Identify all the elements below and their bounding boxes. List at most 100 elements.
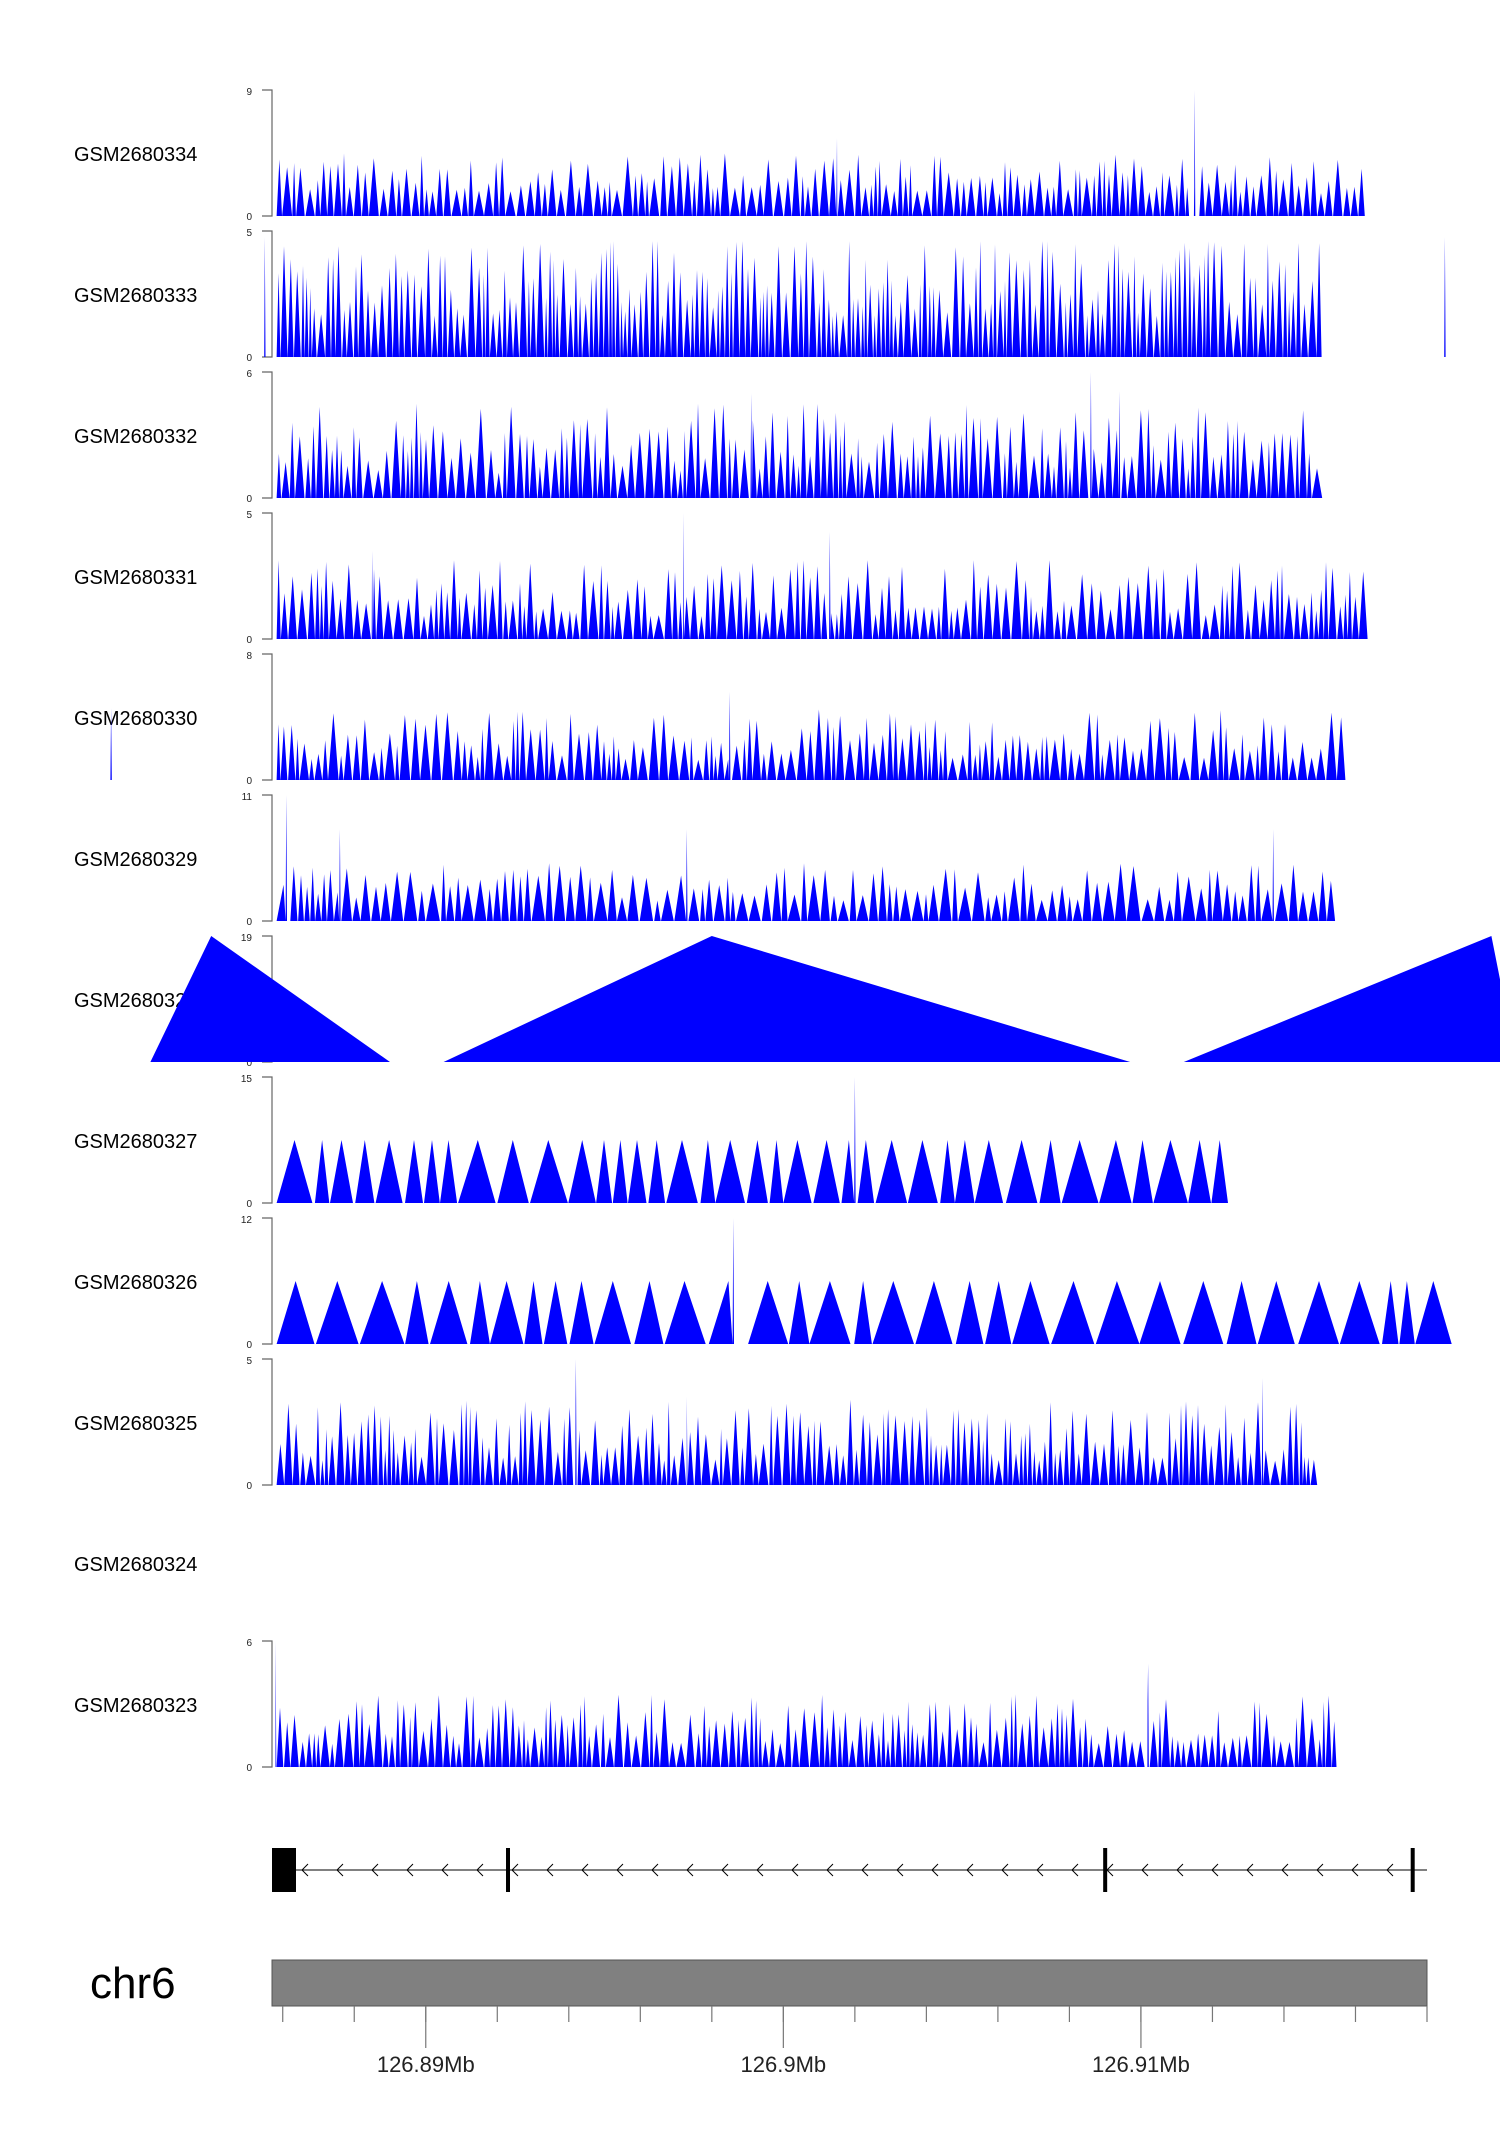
strand-arrow [931, 1863, 939, 1877]
track-ymin-label: 0 [246, 776, 252, 787]
track-axis [262, 653, 273, 781]
strand-arrow [1001, 1863, 1009, 1877]
track-GSM2680329: GSM2680329 11 0 [74, 792, 1336, 928]
track-ymax-label: 5 [246, 510, 252, 521]
coverage-area [275, 1359, 1318, 1485]
coverage-area [275, 90, 1366, 216]
gene-model-track [272, 1848, 1427, 1892]
coverage-area [275, 513, 1369, 639]
gene-exon [272, 1848, 296, 1892]
track-ymin-label: 0 [246, 1763, 252, 1774]
track-GSM2680328: GSM2680328 19 0 [74, 933, 1500, 1069]
track-ymax-label: 5 [246, 228, 252, 239]
coverage-area [264, 237, 1446, 357]
track-ymax-label: 5 [246, 1356, 252, 1367]
gene-exon [1103, 1848, 1108, 1892]
track-axis [262, 1217, 273, 1345]
strand-arrow [1316, 1863, 1324, 1877]
axis-tick-label: 126.89Mb [377, 2052, 475, 2077]
strand-arrow [1386, 1863, 1394, 1877]
track-ymin-label: 0 [246, 353, 252, 364]
gene-exon [506, 1848, 511, 1892]
axis-tick-label: 126.91Mb [1092, 2052, 1190, 2077]
track-axis [262, 512, 273, 640]
track-axis [262, 371, 273, 499]
track-label: GSM2680330 [74, 708, 197, 730]
track-label: GSM2680324 [74, 1554, 197, 1576]
strand-arrow [1211, 1863, 1219, 1877]
track-label: GSM2680333 [74, 285, 197, 307]
track-axis [262, 1076, 273, 1204]
track-ymax-label: 9 [246, 87, 252, 98]
track-label: GSM2680332 [74, 426, 197, 448]
strand-arrow [476, 1863, 484, 1877]
chromosome-axis-track: chr6 126.89Mb 126.9Mb 126.91Mb [90, 1959, 1428, 2077]
strand-arrow [616, 1863, 624, 1877]
track-ymax-label: 11 [242, 792, 253, 803]
strand-arrow [406, 1863, 414, 1877]
strand-arrow [1141, 1863, 1149, 1877]
gene-exon [1410, 1848, 1415, 1892]
track-ymin-label: 0 [246, 1481, 252, 1492]
coverage-area [275, 1077, 1500, 1203]
strand-arrow [1281, 1863, 1289, 1877]
track-label: GSM2680331 [74, 567, 197, 589]
strand-arrow [371, 1863, 379, 1877]
track-ymin-label: 0 [246, 917, 252, 928]
track-GSM2680333: GSM2680333 5 0 [74, 228, 1446, 364]
strand-arrow [546, 1863, 554, 1877]
strand-arrow [1351, 1863, 1359, 1877]
track-ymin-label: 0 [246, 212, 252, 223]
track-ymin-label: 0 [246, 1058, 252, 1069]
coverage-area [274, 1641, 1337, 1767]
strand-arrow [826, 1863, 834, 1877]
track-label: GSM2680334 [74, 144, 197, 166]
track-ymin-label: 0 [246, 1199, 252, 1210]
coverage-area [275, 795, 1336, 921]
track-GSM2680326: GSM2680326 12 0 [74, 1215, 1452, 1351]
track-ymin-label: 0 [246, 1340, 252, 1351]
track-GSM2680325: GSM2680325 5 0 [74, 1356, 1318, 1492]
strand-arrow [721, 1863, 729, 1877]
track-axis [262, 794, 273, 922]
strand-arrow [756, 1863, 764, 1877]
track-label: GSM2680323 [74, 1695, 197, 1717]
coverage-area [275, 1218, 1452, 1344]
track-label: GSM2680326 [74, 1272, 197, 1294]
track-ymin-label: 0 [246, 494, 252, 505]
strand-arrow [861, 1863, 869, 1877]
track-axis [262, 89, 273, 217]
track-GSM2680334: GSM2680334 9 0 [74, 87, 1366, 223]
chromosome-bar [271, 1959, 1428, 2007]
track-ymin-label: 0 [246, 635, 252, 646]
strand-arrow [896, 1863, 904, 1877]
track-label: GSM2680328 [74, 990, 197, 1012]
track-GSM2680324: GSM2680324 [74, 1554, 197, 1576]
strand-arrow [791, 1863, 799, 1877]
coverage-tracks: GSM268033490GSM268033350GSM268033260GSM2… [74, 87, 1500, 1774]
strand-arrow [1036, 1863, 1044, 1877]
strand-arrow [441, 1863, 449, 1877]
track-ymax-label: 6 [246, 369, 252, 380]
strand-arrow [581, 1863, 589, 1877]
track-ymax-label: 12 [241, 1215, 253, 1226]
strand-arrow [1246, 1863, 1254, 1877]
track-ymax-label: 15 [241, 1074, 253, 1085]
strand-arrow [1176, 1863, 1184, 1877]
coverage-area [150, 936, 1500, 1062]
coverage-area [275, 372, 1323, 498]
coverage-area [110, 691, 1500, 780]
track-label: GSM2680325 [74, 1413, 197, 1435]
track-GSM2680327: GSM2680327 15 0 [74, 1074, 1500, 1210]
strand-arrow [686, 1863, 694, 1877]
axis-tick-label: 126.9Mb [741, 2052, 827, 2077]
strand-arrow [651, 1863, 659, 1877]
strand-arrow [1071, 1863, 1079, 1877]
track-label: GSM2680329 [74, 849, 197, 871]
track-GSM2680323: GSM2680323 6 0 [74, 1638, 1337, 1774]
track-ymax-label: 6 [246, 1638, 252, 1649]
track-axis [262, 1640, 273, 1768]
chromosome-label: chr6 [90, 1959, 176, 2008]
track-label: GSM2680327 [74, 1131, 197, 1153]
